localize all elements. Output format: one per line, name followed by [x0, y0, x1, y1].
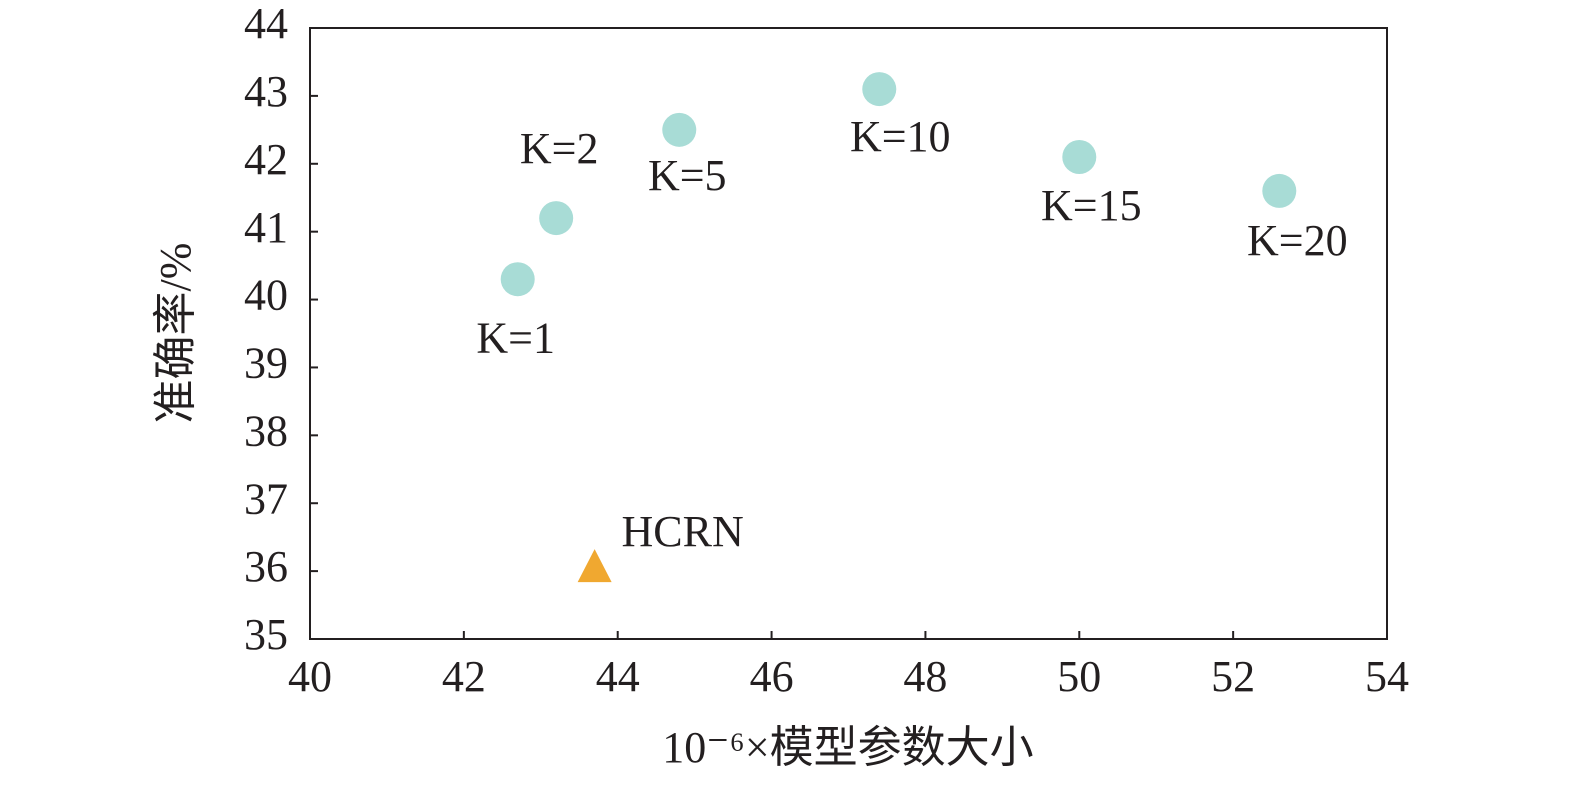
point-marker — [862, 72, 897, 107]
point-marker — [539, 201, 574, 236]
x-tick-label: 44 — [596, 652, 640, 701]
point-label: HCRN — [622, 507, 744, 556]
x-tick-label: 42 — [442, 652, 486, 701]
point-marker — [500, 262, 535, 297]
y-tick-label: 35 — [244, 610, 288, 659]
y-tick-label: 38 — [244, 406, 288, 455]
y-tick-label: 44 — [244, 0, 288, 48]
x-tick-label: 48 — [903, 652, 947, 701]
x-axis-label: 10⁻⁶×模型参数大小 — [662, 723, 1033, 772]
point-marker — [662, 112, 697, 147]
plot-frame — [309, 27, 1388, 640]
y-tick-label: 40 — [244, 271, 288, 320]
point-label: K=1 — [476, 313, 555, 362]
y-tick-label: 37 — [244, 474, 288, 523]
x-tick-label: 54 — [1365, 652, 1409, 701]
point-label: K=2 — [520, 124, 599, 173]
y-axis-label: 准确率/% — [151, 243, 200, 424]
y-tick-label: 43 — [244, 67, 288, 116]
x-tick-label: 50 — [1057, 652, 1101, 701]
point-label: K=15 — [1041, 181, 1142, 230]
x-tick-label: 52 — [1211, 652, 1255, 701]
point-label: K=20 — [1247, 216, 1348, 265]
point-marker — [1262, 173, 1297, 208]
y-tick-label: 36 — [244, 542, 288, 591]
point-label: K=5 — [648, 151, 727, 200]
y-tick-label: 39 — [244, 339, 288, 388]
x-tick-label: 40 — [288, 652, 332, 701]
x-tick-label: 46 — [750, 652, 794, 701]
y-tick-label: 42 — [244, 135, 288, 184]
point-marker — [1062, 139, 1097, 174]
triangle-marker — [577, 549, 612, 583]
point-label: K=10 — [850, 112, 951, 161]
y-tick-label: 41 — [244, 203, 288, 252]
